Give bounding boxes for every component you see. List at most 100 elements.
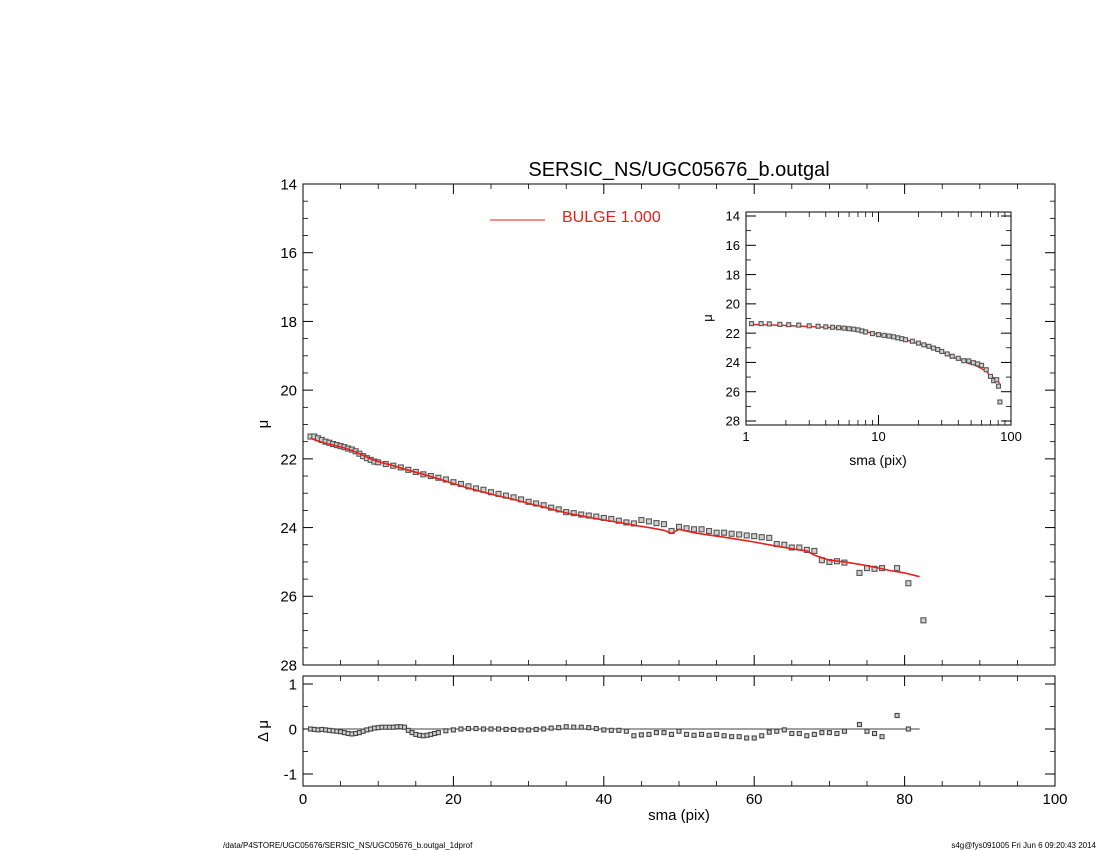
residual-data-point bbox=[751, 735, 757, 741]
main-data-point bbox=[721, 529, 728, 536]
residual-data-point bbox=[856, 721, 863, 728]
y-tick-label: 24 bbox=[280, 520, 297, 537]
main-model-line bbox=[310, 437, 920, 578]
inset-data-point bbox=[935, 346, 941, 353]
residual-data-point bbox=[834, 730, 840, 737]
residual-data-point bbox=[826, 730, 832, 736]
residual-data-point bbox=[586, 725, 592, 731]
y-tick-label: 16 bbox=[726, 238, 740, 253]
residual-data-point bbox=[781, 727, 787, 733]
residual-data-point bbox=[661, 730, 667, 736]
residual-data-point bbox=[774, 728, 780, 734]
residual-data-point bbox=[638, 732, 644, 738]
residual-data-point bbox=[841, 728, 847, 734]
residual-y-axis-label: Δ μ bbox=[255, 720, 272, 742]
main-data-point bbox=[690, 526, 698, 533]
inset-data-point bbox=[886, 333, 892, 339]
residual-data-point bbox=[608, 727, 614, 733]
y-tick-label: 24 bbox=[726, 355, 740, 370]
inset-data-point bbox=[994, 377, 1000, 383]
residual-data-point bbox=[533, 726, 539, 733]
residual-data-point bbox=[616, 727, 622, 733]
footer-timestamp: s4g@fys091005 Fri Jun 6 09:20:43 2014 bbox=[951, 841, 1096, 850]
main-axis-ticks: 14 16 18 20 22 24 26 28 bbox=[280, 176, 1056, 674]
residual-data-point bbox=[488, 726, 494, 732]
main-data-point bbox=[751, 533, 758, 540]
x-tick-label: 20 bbox=[445, 791, 462, 808]
residual-data-point bbox=[736, 734, 742, 740]
inset-data-markers bbox=[748, 321, 1003, 405]
inset-data-point bbox=[915, 340, 921, 346]
main-data-point bbox=[856, 569, 863, 576]
residual-data-point bbox=[443, 728, 449, 734]
residual-data-point bbox=[714, 731, 720, 737]
residual-data-point bbox=[879, 734, 885, 740]
inset-data-point bbox=[921, 342, 927, 348]
inset-data-point bbox=[806, 323, 812, 329]
main-data-point bbox=[920, 617, 927, 624]
residual-data-markers bbox=[307, 712, 911, 741]
main-data-point bbox=[698, 526, 705, 533]
x-tick-label: 100 bbox=[1000, 429, 1022, 444]
x-tick-label: 1 bbox=[742, 429, 749, 444]
inset-data-point bbox=[796, 322, 802, 328]
residual-data-point bbox=[511, 726, 517, 733]
inset-data-point bbox=[997, 399, 1003, 405]
inset-x-axis-label: sma (pix) bbox=[849, 452, 907, 468]
residual-data-point bbox=[789, 730, 795, 737]
x-tick-label: 40 bbox=[595, 791, 612, 808]
main-y-axis-label: μ bbox=[255, 420, 272, 429]
y-tick-label: 14 bbox=[726, 209, 740, 224]
residual-plot-panel: Δ μ sma (pix) 0 20 40 60 80 100-101 bbox=[255, 675, 1068, 824]
inset-data-point bbox=[836, 325, 842, 331]
y-tick-label: 26 bbox=[726, 384, 740, 399]
main-data-point bbox=[623, 519, 630, 526]
residual-data-point bbox=[541, 726, 547, 732]
residual-data-point bbox=[819, 730, 825, 736]
residual-data-point bbox=[473, 725, 479, 732]
inset-data-point bbox=[926, 343, 932, 349]
legend-label-bulge: BULGE 1.000 bbox=[562, 209, 661, 226]
inset-plot-frame bbox=[745, 211, 1012, 426]
residual-data-point bbox=[706, 732, 712, 738]
residual-axis-ticks: 0 20 40 60 80 100-101 bbox=[284, 676, 1068, 808]
y-tick-label: 28 bbox=[726, 414, 740, 429]
residual-x-axis-label: sma (pix) bbox=[648, 807, 710, 824]
residual-data-point bbox=[571, 724, 577, 730]
main-data-point bbox=[766, 534, 773, 541]
inset-axis-ticks: 1 10 100 14 16 18 20 22 24 26 28 bbox=[726, 209, 1022, 444]
residual-data-point bbox=[894, 712, 900, 719]
residual-data-point bbox=[480, 726, 487, 732]
x-tick-label: 0 bbox=[299, 791, 307, 808]
inset-plot-panel: μ sma (pix) 1 10 100 14 16 18 20 22 24 26 28 bbox=[700, 209, 1022, 468]
inset-data-point bbox=[955, 355, 961, 361]
legend: BULGE 1.000 bbox=[490, 209, 661, 226]
y-tick-label: 22 bbox=[726, 326, 740, 341]
residual-data-point bbox=[721, 733, 727, 739]
main-data-point bbox=[758, 534, 765, 541]
inset-data-point bbox=[758, 321, 764, 327]
inset-data-point bbox=[939, 348, 945, 354]
inset-data-point bbox=[949, 353, 955, 359]
main-data-point bbox=[736, 531, 743, 538]
main-data-point bbox=[706, 527, 713, 535]
inset-data-point bbox=[777, 321, 783, 327]
residual-data-point bbox=[676, 728, 682, 734]
inset-data-point bbox=[966, 358, 972, 364]
y-tick-label: 18 bbox=[726, 267, 740, 282]
main-data-point bbox=[905, 580, 912, 587]
inset-data-point bbox=[895, 335, 901, 341]
inset-data-point bbox=[902, 337, 909, 343]
main-data-point bbox=[713, 529, 720, 536]
y-tick-label: 26 bbox=[280, 589, 297, 606]
y-tick-label: -1 bbox=[284, 766, 297, 783]
main-data-point bbox=[811, 547, 818, 554]
main-data-point bbox=[728, 530, 735, 537]
inset-data-point bbox=[855, 327, 861, 333]
residual-data-point bbox=[593, 725, 599, 732]
residual-data-point bbox=[526, 727, 532, 733]
residual-data-point bbox=[450, 727, 456, 733]
inset-data-point bbox=[869, 331, 875, 337]
residual-data-point bbox=[668, 731, 675, 737]
